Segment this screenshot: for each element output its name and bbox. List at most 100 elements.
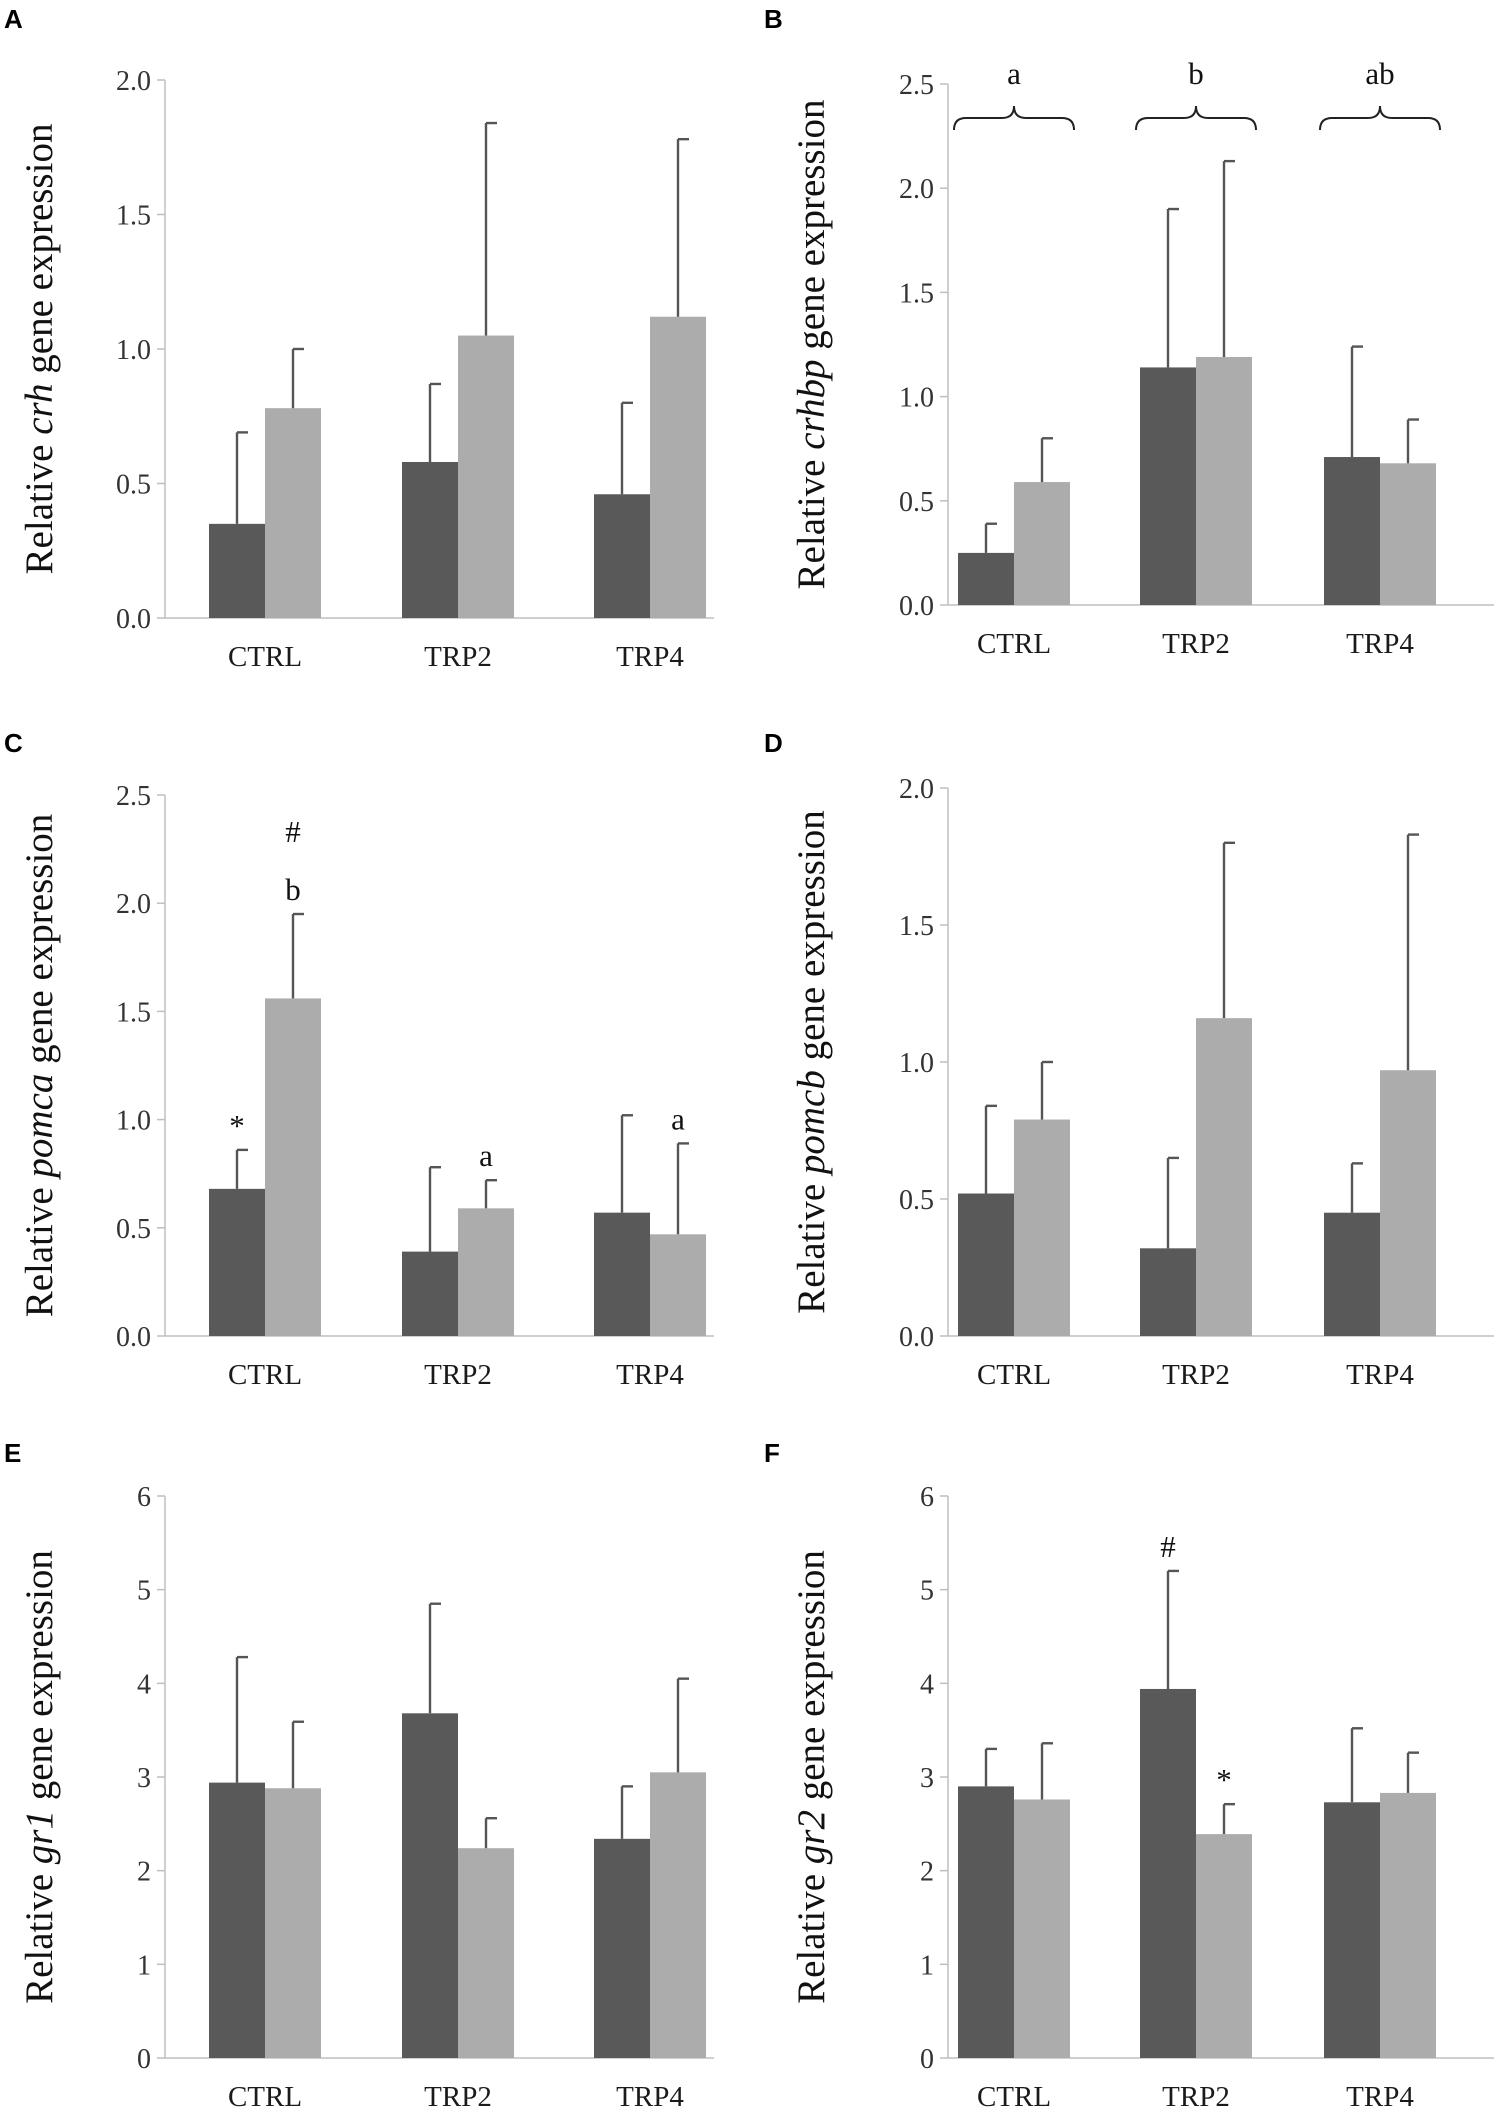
y-tick-label: 0: [137, 2044, 151, 2075]
bar-ctrl-series-1: [958, 552, 1014, 605]
group-letter: b: [1188, 56, 1204, 91]
significance-label: a: [479, 1138, 493, 1173]
bar-ctrl-series-1: [209, 523, 265, 618]
panel-letter: C: [4, 728, 23, 758]
x-tick-label: CTRL: [977, 1359, 1051, 1391]
significance-label: #: [1160, 1529, 1176, 1564]
y-axis-label-gene: crh: [18, 383, 61, 434]
bar-trp2-series-2: [1196, 357, 1252, 605]
panel-e: E 0 1 2 3 4 5 6 Relative gr1 gene expression CTRL…: [4, 1438, 714, 2113]
x-tick-label: CTRL: [228, 1359, 302, 1391]
y-axis-label-suffix: gene expression: [18, 124, 61, 384]
bar-trp2-series-1: [402, 1713, 458, 2058]
y-axis-label-gene: pomca: [18, 1074, 61, 1181]
y-axis-label-gene: crhbp: [790, 359, 833, 449]
x-tick-label: TRP4: [616, 2081, 684, 2113]
y-tick-label: 2.0: [899, 174, 934, 205]
y-tick-label: 0.0: [116, 1322, 151, 1353]
y-axis-label-suffix: gene expression: [790, 1550, 833, 1810]
y-axis-label: Relative pomcb gene expression: [790, 810, 833, 1314]
significance-label: b: [285, 872, 301, 907]
y-axis-label-suffix: gene expression: [18, 1550, 61, 1810]
x-tick-label: TRP2: [1162, 1359, 1230, 1391]
y-tick-label: 2.0: [116, 66, 151, 97]
y-axis-label-gene: gr1: [18, 1810, 61, 1864]
y-axis-label-prefix: Relative: [790, 1174, 833, 1314]
y-tick-label: 0.5: [899, 1185, 934, 1216]
bar-ctrl-series-1: [209, 1782, 265, 2058]
y-axis-label-suffix: gene expression: [790, 810, 833, 1070]
significance-label: #: [285, 814, 301, 849]
bar-trp4-series-2: [650, 316, 706, 618]
y-tick-label: 0.5: [116, 470, 151, 501]
y-tick-label: 4: [137, 1669, 151, 1700]
bar-ctrl-series-1: [958, 1786, 1014, 2058]
bar-trp2-series-1: [1140, 367, 1196, 605]
y-tick-label: 2.0: [116, 889, 151, 920]
y-tick-label: 0.5: [116, 1214, 151, 1245]
panel-c: C 0.0 0.5 1.0 1.5 2.0 2.5 Relative pomca gene e…: [4, 728, 714, 1391]
y-tick-label: 2.5: [116, 781, 151, 812]
bar-ctrl-series-2: [265, 1788, 321, 2058]
bar-ctrl-series-2: [1014, 482, 1070, 605]
y-tick-label: 1.5: [899, 278, 934, 309]
group-letter: ab: [1365, 56, 1394, 91]
bar-ctrl-series-1: [958, 1193, 1014, 1336]
panel-a: A 0.0 0.5 1.0 1.5 2.0 Relative crh gene expres…: [4, 4, 714, 673]
bar-ctrl-series-2: [265, 408, 321, 618]
significance-label: *: [1216, 1762, 1232, 1797]
x-tick-label: CTRL: [977, 2081, 1051, 2113]
y-axis-label-prefix: Relative: [790, 450, 833, 590]
significance-label: *: [229, 1108, 245, 1143]
panel-f: F 0 1 2 3 4 5 6 Relative gr2 gene expression CTRL…: [764, 1438, 1494, 2113]
bar-trp2-series-1: [402, 461, 458, 618]
bar-trp2-series-2: [458, 1848, 514, 2058]
bar-trp4-series-2: [1380, 463, 1436, 605]
significance-label: a: [671, 1101, 685, 1136]
y-tick-label: 0.0: [116, 604, 151, 635]
y-axis-label-prefix: Relative: [790, 1864, 833, 2004]
y-tick-label: 1: [920, 1950, 934, 1981]
panel-letter: E: [4, 1438, 21, 1468]
bar-trp4-series-2: [650, 1772, 706, 2058]
y-axis-label: Relative crhbp gene expression: [790, 100, 833, 590]
bar-trp4-series-2: [1380, 1792, 1436, 2058]
y-axis-label: Relative gr2 gene expression: [790, 1550, 833, 2004]
y-axis-label-suffix: gene expression: [18, 814, 61, 1074]
bar-trp4-series-2: [650, 1234, 706, 1336]
y-tick-label: 6: [137, 1482, 151, 1513]
x-tick-label: TRP2: [1162, 2081, 1230, 2113]
y-tick-label: 2.5: [899, 70, 934, 101]
bar-trp2-series-2: [1196, 1834, 1252, 2058]
y-tick-label: 1: [137, 1950, 151, 1981]
y-tick-label: 0.5: [899, 487, 934, 518]
y-tick-label: 0: [920, 2044, 934, 2075]
bar-trp2-series-1: [1140, 1688, 1196, 2058]
bar-trp4-series-1: [1324, 1212, 1380, 1336]
y-axis-label: Relative crh gene expression: [18, 124, 61, 575]
bar-trp4-series-1: [594, 1212, 650, 1336]
y-tick-label: 4: [920, 1669, 934, 1700]
bar-trp2-series-1: [1140, 1248, 1196, 1336]
x-tick-label: CTRL: [228, 641, 302, 673]
y-tick-label: 1.0: [116, 1106, 151, 1137]
group-brace: [953, 105, 1075, 131]
y-tick-label: 1.5: [899, 911, 934, 942]
y-tick-label: 1.5: [116, 997, 151, 1028]
y-tick-label: 1.5: [116, 201, 151, 232]
y-axis-label-prefix: Relative: [18, 1864, 61, 2004]
bar-trp2-series-2: [1196, 1018, 1252, 1336]
group-brace: [1135, 105, 1257, 131]
x-tick-label: TRP4: [616, 641, 684, 673]
bar-ctrl-series-1: [209, 1188, 265, 1336]
x-tick-label: CTRL: [228, 2081, 302, 2113]
bar-trp2-series-1: [402, 1251, 458, 1336]
y-axis-label-prefix: Relative: [18, 1178, 61, 1318]
bar-ctrl-series-2: [1014, 1799, 1070, 2058]
panel-d: D 0.0 0.5 1.0 1.5 2.0 Relative pomcb gene expr…: [764, 728, 1494, 1391]
bar-trp2-series-2: [458, 1208, 514, 1336]
bar-trp4-series-2: [1380, 1070, 1436, 1336]
bar-trp4-series-1: [594, 1838, 650, 2058]
y-axis-label: Relative pomca gene expression: [18, 814, 61, 1318]
